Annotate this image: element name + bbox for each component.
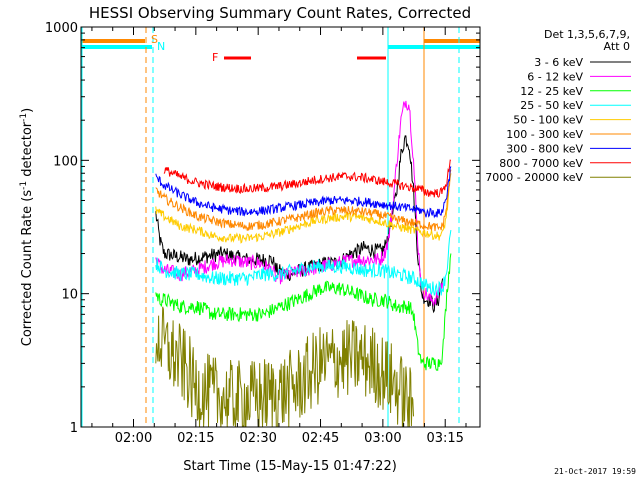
- y-axis-label-end: ): [20, 108, 35, 113]
- series-line: [155, 166, 452, 219]
- series-line: [155, 173, 452, 244]
- chart-title: HESSI Observing Summary Count Rates, Cor…: [89, 4, 471, 22]
- y-tick-label: 1000: [45, 21, 78, 36]
- band-marker-s: S: [151, 33, 158, 46]
- legend-label: 3 - 6 keV: [534, 56, 583, 69]
- y-tick-label: 10: [61, 288, 78, 303]
- x-tick-label: 02:30: [239, 431, 276, 446]
- band-marker-n: N: [157, 40, 165, 53]
- y-axis: 1 10 100 1000: [45, 21, 480, 436]
- series-line: [155, 253, 452, 371]
- x-tick-label: 02:15: [177, 431, 214, 446]
- legend-label: 7000 - 20000 keV: [485, 171, 583, 184]
- legend-label: 6 - 12 keV: [527, 70, 583, 83]
- y-axis-label-exp1: -1: [19, 181, 29, 190]
- y-axis-label: Corrected Count Rate (s-1 detector-1): [19, 108, 35, 346]
- y-axis-label-mid: detector: [20, 121, 35, 181]
- plot-frame: [80, 26, 481, 428]
- x-tick-label: 03:00: [364, 431, 401, 446]
- series-line: [155, 135, 444, 314]
- series-line: [155, 306, 414, 427]
- legend-label: 12 - 25 keV: [520, 85, 583, 98]
- legend-label: 25 - 50 keV: [520, 99, 583, 112]
- series-layer: [155, 100, 452, 427]
- legend-header-line2: Att 0: [604, 40, 630, 53]
- series-line: [155, 169, 452, 232]
- x-axis-label: Start Time (15-May-15 01:47:22): [183, 459, 397, 474]
- timestamp: 21-Oct-2017 19:59: [554, 467, 636, 476]
- x-tick-label: 02:45: [302, 431, 339, 446]
- y-axis-label-exp2: -1: [19, 113, 29, 122]
- y-tick-label: 100: [53, 154, 78, 169]
- legend-label: 50 - 100 keV: [513, 114, 583, 127]
- y-tick-label: 1: [70, 421, 78, 436]
- legend-label: 100 - 300 keV: [506, 128, 583, 141]
- legend-label: 300 - 800 keV: [506, 142, 583, 155]
- x-axis: 02:00 02:15 02:30 02:45 03:00 03:15: [91, 27, 467, 446]
- y-axis-label-main: Corrected Count Rate (s: [20, 190, 35, 347]
- x-tick-label: 03:15: [426, 431, 463, 446]
- series-line: [155, 230, 452, 296]
- x-tick-label: 02:00: [115, 431, 152, 446]
- band-marker-f: F: [212, 51, 218, 64]
- legend-header-line1: Det 1,3,5,6,7,9,: [544, 28, 630, 41]
- legend-label: 800 - 7000 keV: [499, 157, 583, 170]
- series-line: [163, 159, 452, 198]
